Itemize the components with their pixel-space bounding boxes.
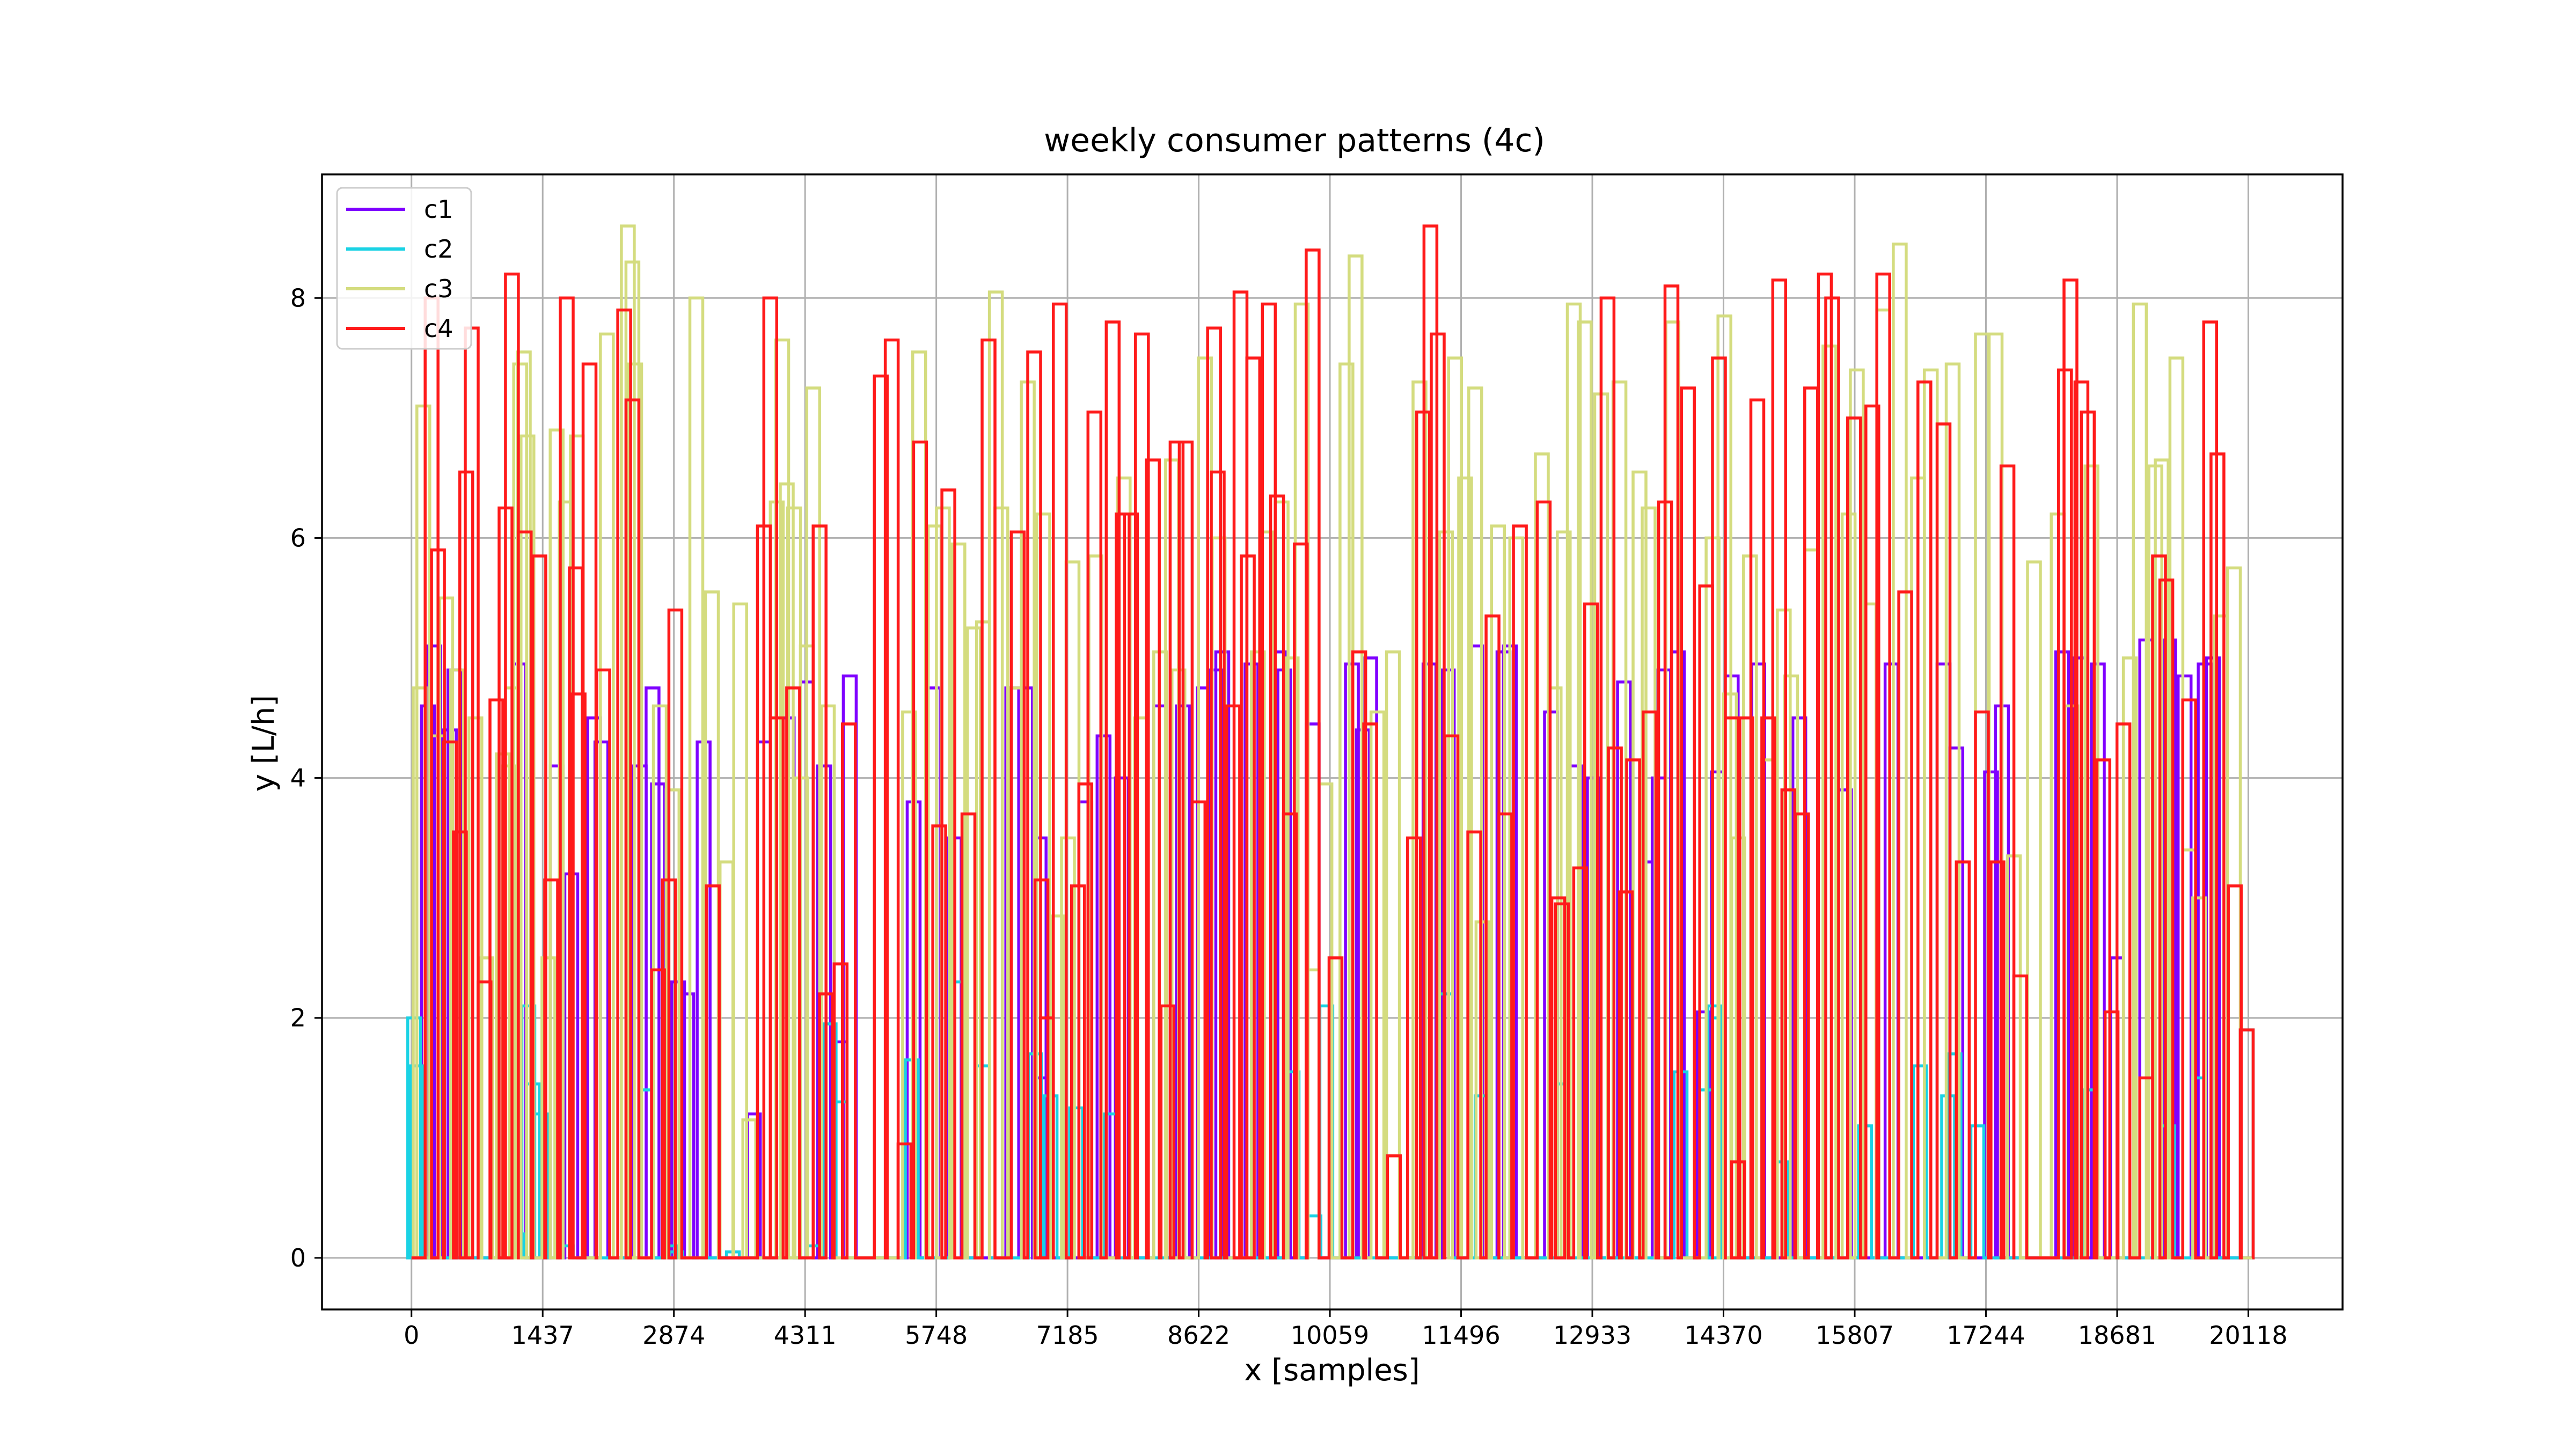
- x-tick-label: 0: [404, 1321, 419, 1350]
- series-c4: [411, 224, 2255, 1260]
- chart-title: weekly consumer patterns (4c): [1044, 122, 1545, 159]
- plot-frame: [321, 173, 2344, 1311]
- x-tick-label: 17244: [1946, 1321, 2025, 1350]
- y-tick-label: 0: [290, 1243, 306, 1272]
- x-tick-label: 8622: [1167, 1321, 1230, 1350]
- y-tick-label: 8: [290, 283, 306, 312]
- x-tick-label: 4311: [774, 1321, 837, 1350]
- x-tick-label: 15807: [1816, 1321, 1894, 1350]
- legend-box: [336, 187, 472, 350]
- y-tick-label: 4: [290, 764, 306, 793]
- legend-label-c3: c3: [424, 274, 453, 303]
- y-axis: 0 2 4 6 8: [290, 283, 322, 1272]
- x-tick-label: 10059: [1291, 1321, 1369, 1350]
- x-tick-label: 11496: [1422, 1321, 1500, 1350]
- x-tick-label: 18681: [2078, 1321, 2156, 1350]
- series-line-c4: [411, 224, 2255, 1260]
- y-tick-label: 2: [290, 1004, 306, 1033]
- y-axis-label: y [L/h]: [246, 695, 281, 792]
- x-axis: 0 1437 2874 4311 5748 7185 8622 10059 11496 12933…: [404, 1309, 2288, 1350]
- x-tick-label: 7185: [1036, 1321, 1099, 1350]
- x-tick-label: 2874: [642, 1321, 705, 1350]
- x-tick-label: 14370: [1684, 1321, 1762, 1350]
- x-tick-label: 12933: [1553, 1321, 1631, 1350]
- legend-label-c2: c2: [424, 235, 453, 264]
- y-tick-label: 6: [290, 523, 306, 552]
- x-tick-label: 20118: [2209, 1321, 2287, 1350]
- legend-label-c1: c1: [424, 195, 453, 224]
- legend: c1 c2 c3 c4: [336, 187, 472, 350]
- x-axis-label: x [samples]: [1244, 1353, 1419, 1388]
- series-layer: [406, 224, 2255, 1260]
- legend-label-c4: c4: [424, 314, 453, 343]
- x-tick-label: 1437: [511, 1321, 574, 1350]
- x-tick-label: 5748: [905, 1321, 968, 1350]
